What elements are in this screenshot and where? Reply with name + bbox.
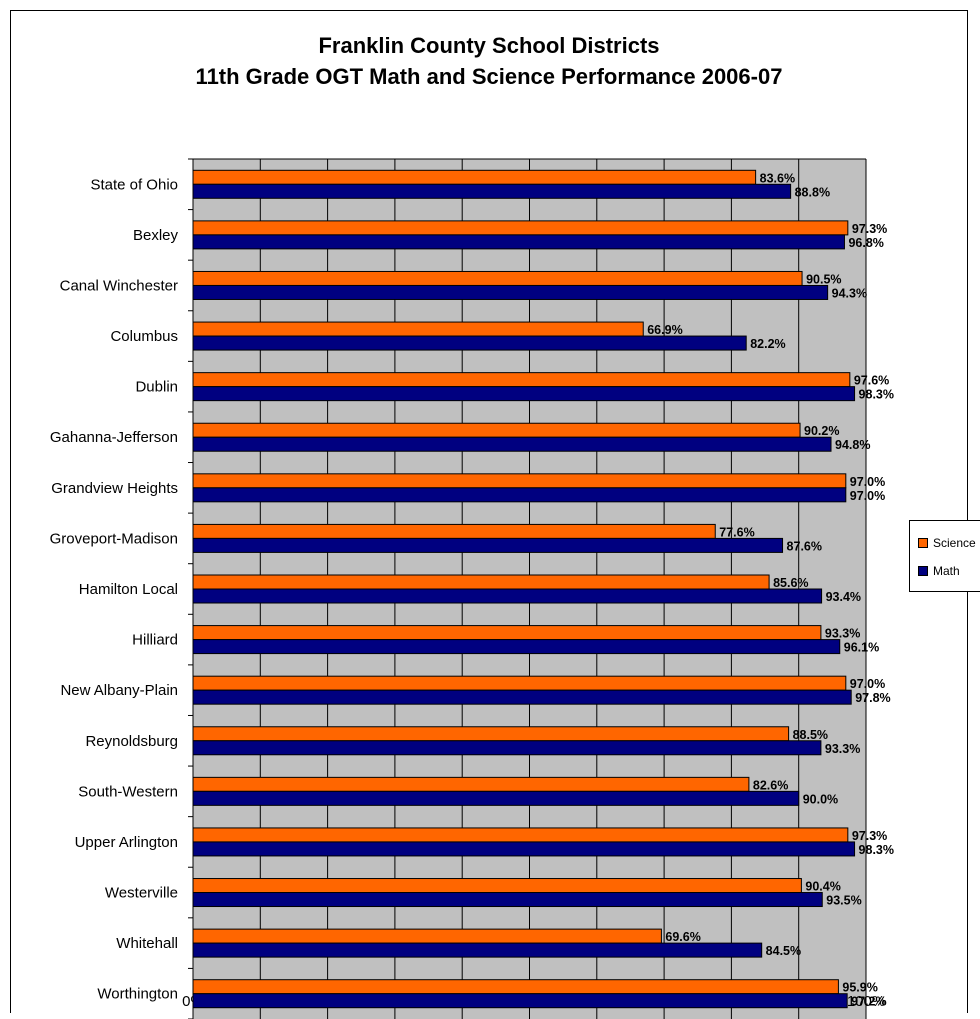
math-bar-11 bbox=[192, 740, 822, 756]
math-value-label-6: 97.0% bbox=[850, 489, 885, 503]
category-label-1: Bexley bbox=[133, 227, 179, 244]
category-label-16: Worthington bbox=[97, 986, 178, 1003]
science-bar-2 bbox=[192, 270, 803, 286]
science-bar-14 bbox=[192, 878, 802, 894]
science-value-label-12: 82.6% bbox=[753, 778, 788, 792]
science-value-label-8: 85.6% bbox=[773, 576, 808, 590]
math-value-label-14: 93.5% bbox=[826, 894, 861, 908]
legend-swatch-science bbox=[918, 537, 928, 548]
science-bar-0 bbox=[192, 169, 757, 185]
category-label-2: Canal Winchester bbox=[60, 277, 178, 294]
math-value-label-15: 84.5% bbox=[766, 944, 801, 958]
science-value-label-15: 69.6% bbox=[665, 930, 700, 944]
math-bar-0 bbox=[192, 183, 792, 199]
science-value-label-7: 77.6% bbox=[719, 525, 754, 539]
category-label-8: Hamilton Local bbox=[79, 581, 178, 598]
science-value-label-14: 90.4% bbox=[805, 880, 840, 894]
category-label-11: Reynoldsburg bbox=[85, 733, 178, 750]
math-value-label-7: 87.6% bbox=[787, 539, 822, 553]
math-bar-13 bbox=[192, 841, 856, 857]
category-label-13: Upper Arlington bbox=[75, 834, 178, 851]
science-bar-4 bbox=[192, 372, 851, 388]
legend-label-science: Science bbox=[933, 535, 976, 550]
chart-title-line-2: 11th Grade OGT Math and Science Performa… bbox=[195, 64, 783, 89]
science-bar-11 bbox=[192, 726, 790, 742]
math-bar-8 bbox=[192, 588, 823, 604]
category-label-4: Dublin bbox=[135, 379, 178, 396]
science-value-label-6: 97.0% bbox=[850, 475, 885, 489]
math-bar-14 bbox=[192, 892, 823, 908]
science-bar-1 bbox=[192, 220, 849, 236]
science-bar-5 bbox=[192, 422, 801, 438]
category-label-0: State of Ohio bbox=[90, 176, 178, 193]
math-bar-15 bbox=[192, 942, 763, 958]
science-value-label-4: 97.6% bbox=[854, 374, 889, 388]
science-bar-16 bbox=[192, 979, 839, 995]
math-bar-9 bbox=[192, 639, 841, 655]
legend-item-math: Math bbox=[918, 563, 960, 578]
science-value-label-5: 90.2% bbox=[804, 424, 839, 438]
science-bar-12 bbox=[192, 776, 750, 792]
science-bar-13 bbox=[192, 827, 849, 843]
math-bar-7 bbox=[192, 537, 784, 553]
chart-frame bbox=[10, 10, 968, 1013]
math-bar-4 bbox=[192, 386, 856, 402]
science-value-label-10: 97.0% bbox=[850, 677, 885, 691]
chart-title: Franklin County School Districts 11th Gr… bbox=[10, 30, 968, 92]
math-bar-10 bbox=[192, 689, 852, 705]
math-value-label-9: 96.1% bbox=[844, 641, 879, 655]
science-bar-15 bbox=[192, 928, 662, 944]
category-label-15: Whitehall bbox=[116, 935, 178, 952]
legend-label-math: Math bbox=[933, 563, 960, 578]
science-value-label-2: 90.5% bbox=[806, 272, 841, 286]
math-bar-6 bbox=[192, 487, 847, 503]
category-label-9: Hilliard bbox=[132, 632, 178, 649]
chart-legend: Science Math bbox=[909, 520, 980, 592]
math-bar-5 bbox=[192, 436, 832, 452]
science-value-label-1: 97.3% bbox=[852, 222, 887, 236]
math-value-label-12: 90.0% bbox=[803, 792, 838, 806]
category-label-7: Groveport-Madison bbox=[50, 530, 178, 547]
math-value-label-5: 94.8% bbox=[835, 438, 870, 452]
science-value-label-9: 93.3% bbox=[825, 627, 860, 641]
math-bar-1 bbox=[192, 234, 845, 250]
math-value-label-10: 97.8% bbox=[855, 691, 890, 705]
science-bar-7 bbox=[192, 523, 716, 539]
science-value-label-16: 95.9% bbox=[842, 981, 877, 995]
science-value-label-13: 97.3% bbox=[852, 829, 887, 843]
legend-swatch-math bbox=[918, 565, 928, 576]
science-bar-9 bbox=[192, 625, 822, 641]
category-label-10: New Albany-Plain bbox=[60, 682, 178, 699]
math-value-label-8: 93.4% bbox=[826, 590, 861, 604]
math-bar-3 bbox=[192, 335, 747, 351]
science-value-label-3: 66.9% bbox=[647, 323, 682, 337]
category-label-5: Gahanna-Jefferson bbox=[50, 429, 178, 446]
math-value-label-3: 82.2% bbox=[750, 337, 785, 351]
math-bar-16 bbox=[192, 993, 848, 1009]
category-label-6: Grandview Heights bbox=[51, 480, 178, 497]
science-value-label-0: 83.6% bbox=[760, 171, 795, 185]
math-value-label-4: 98.3% bbox=[859, 388, 894, 402]
math-value-label-13: 98.3% bbox=[859, 843, 894, 857]
math-value-label-11: 93.3% bbox=[825, 742, 860, 756]
math-value-label-0: 88.8% bbox=[795, 185, 830, 199]
science-bar-6 bbox=[192, 473, 847, 489]
math-value-label-2: 94.3% bbox=[832, 286, 867, 300]
science-bar-8 bbox=[192, 574, 770, 590]
math-bar-12 bbox=[192, 790, 800, 806]
x-tick-label-10: 100% bbox=[847, 993, 885, 1010]
legend-item-science: Science bbox=[918, 535, 976, 550]
math-bar-2 bbox=[192, 284, 829, 300]
category-label-14: Westerville bbox=[105, 885, 178, 902]
science-bar-3 bbox=[192, 321, 644, 337]
chart-title-line-1: Franklin County School Districts bbox=[318, 33, 660, 58]
science-bar-10 bbox=[192, 675, 847, 691]
category-label-12: South-Western bbox=[78, 783, 178, 800]
math-value-label-1: 96.8% bbox=[848, 236, 883, 250]
math-value-label-16: 97.2% bbox=[851, 995, 886, 1009]
science-value-label-11: 88.5% bbox=[793, 728, 828, 742]
category-label-3: Columbus bbox=[110, 328, 178, 345]
